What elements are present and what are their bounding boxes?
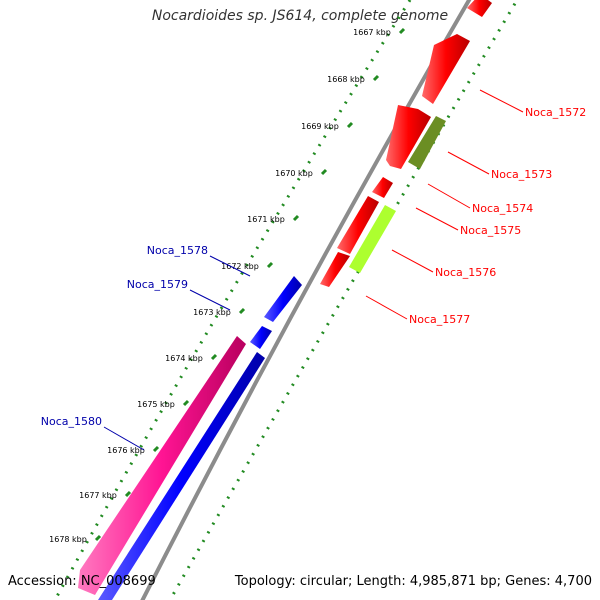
- accession-text: Accession: NC_008699: [8, 574, 156, 589]
- leader-line: [365, 295, 408, 320]
- gene-noca-1578[interactable]: [264, 276, 302, 322]
- ruler-tick: [372, 74, 380, 82]
- ruler-tick: [398, 27, 406, 35]
- ruler-tick: [266, 261, 274, 269]
- reverse-strand: [78, 276, 302, 600]
- ruler-tick: [292, 214, 300, 222]
- leader-line: [415, 207, 459, 231]
- ruler-label: 1669 kbp: [301, 122, 339, 131]
- gene-label-noca-1575[interactable]: Noca_1575: [460, 224, 521, 237]
- gene-noca-1574-a[interactable]: [386, 105, 431, 169]
- leader-line: [447, 151, 490, 175]
- leader-line: [209, 255, 251, 277]
- ruler-label: 1675 kbp: [137, 400, 175, 409]
- ruler-tick: [94, 534, 102, 542]
- leader-line: [479, 89, 524, 113]
- ruler-label: 1672 kbp: [221, 262, 259, 271]
- leader-line: [427, 183, 471, 209]
- gene-noca-1579[interactable]: [250, 326, 272, 349]
- gene-label-noca-1580[interactable]: Noca_1580: [41, 415, 102, 428]
- gene-noca-1574[interactable]: [372, 177, 393, 198]
- gc-dotted-ring-inner: [53, 0, 412, 600]
- ruler-labels: 1667 kbp 1668 kbp 1669 kbp 1670 kbp 1671 kbp…: [49, 28, 391, 544]
- ruler-tick: [238, 307, 246, 315]
- ruler-label: 1670 kbp: [275, 169, 313, 178]
- gene-leader-lines: [103, 89, 524, 451]
- gene-label-noca-1576[interactable]: Noca_1576: [435, 266, 496, 279]
- ruler-label: 1667 kbp: [353, 28, 391, 37]
- ruler-label: 1671 kbp: [247, 215, 285, 224]
- gene-noca-1572-upper[interactable]: [467, 0, 492, 17]
- gene-noca-1577[interactable]: [320, 252, 350, 287]
- ruler-tick: [152, 445, 160, 453]
- forward-strand: [320, 0, 492, 287]
- ruler-label: 1673 kbp: [193, 308, 231, 317]
- gc-dotted-ring-outer: [168, 0, 519, 600]
- genome-title: Nocardioides sp. JS614, complete genome: [151, 8, 449, 24]
- leader-line: [391, 249, 434, 273]
- gene-label-noca-1578[interactable]: Noca_1578: [147, 244, 208, 257]
- gene-noca-1580-inner[interactable]: [98, 352, 265, 600]
- genome-summary-text: Topology: circular; Length: 4,985,871 bp…: [234, 574, 592, 589]
- ruler-tick: [210, 353, 218, 361]
- gene-labels: Noca_1572 Noca_1573 Noca_1574 Noca_1575 Noca…: [41, 106, 587, 428]
- ruler-label: 1668 kbp: [327, 75, 365, 84]
- gene-label-noca-1577[interactable]: Noca_1577: [409, 313, 470, 326]
- leader-line: [189, 289, 231, 311]
- gene-label-noca-1579[interactable]: Noca_1579: [127, 278, 188, 291]
- genome-backbone: [140, 0, 472, 600]
- ruler-label: 1676 kbp: [107, 446, 145, 455]
- leader-line: [103, 426, 145, 451]
- ruler-tick: [320, 168, 328, 176]
- ruler-label: 1677 kbp: [79, 491, 117, 500]
- ruler-tick: [182, 399, 190, 407]
- ruler-label: 1674 kbp: [165, 354, 203, 363]
- gene-noca-1576[interactable]: [349, 205, 396, 273]
- ruler-label: 1678 kbp: [49, 535, 87, 544]
- ruler-tick-marks: [94, 27, 406, 542]
- ruler-tick: [124, 490, 132, 498]
- gene-label-noca-1573[interactable]: Noca_1573: [491, 168, 552, 181]
- gene-noca-1580[interactable]: [78, 336, 246, 595]
- gene-label-noca-1574[interactable]: Noca_1574: [472, 202, 533, 215]
- gene-noca-1572[interactable]: [422, 34, 470, 104]
- gene-noca-1575[interactable]: [337, 196, 379, 254]
- ruler-tick: [346, 121, 354, 129]
- gene-noca-1573[interactable]: [408, 116, 446, 169]
- gene-label-noca-1572[interactable]: Noca_1572: [525, 106, 586, 119]
